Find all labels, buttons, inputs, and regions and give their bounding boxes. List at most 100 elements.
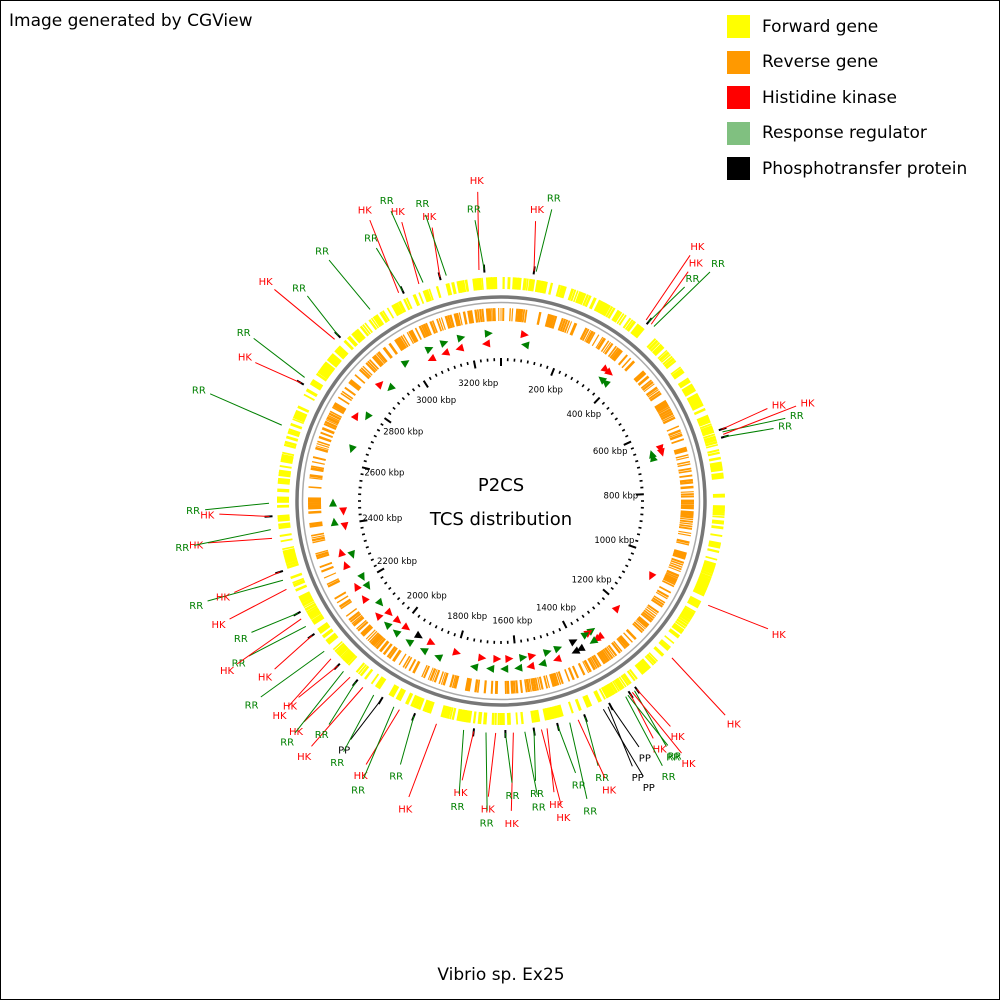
feature-label: RR <box>480 819 494 830</box>
ruler-tick <box>622 430 625 432</box>
ruler-tick <box>398 402 400 404</box>
feature-label: HK <box>258 672 273 683</box>
reverse-gene <box>521 309 522 322</box>
feature-label: PP <box>639 753 651 764</box>
feature-label: RR <box>532 803 546 814</box>
feature-leader-line <box>534 221 536 271</box>
ruler-label: 2800 kbp <box>383 427 423 437</box>
ruler-tick <box>527 638 528 641</box>
feature-label: RR <box>595 773 609 784</box>
legend-item-phosphotransfer-protein: Phosphotransfer protein <box>727 151 967 187</box>
reverse-gene <box>308 512 321 513</box>
ruler-label: 1000 kbp <box>594 536 634 546</box>
forward-gene <box>474 279 475 291</box>
reverse-gene <box>321 567 333 572</box>
ruler-tick <box>611 588 613 590</box>
feature-leader-line <box>547 728 554 792</box>
ruler-label: 2600 kbp <box>364 469 404 479</box>
feature-label: HK <box>297 752 312 763</box>
reverse-gene <box>680 482 693 483</box>
ruler-tick <box>474 361 476 369</box>
forward-gene <box>487 277 488 289</box>
ruler-tick <box>577 381 579 384</box>
rr-marker <box>347 550 355 559</box>
ruler-tick <box>593 393 595 395</box>
forward-gene <box>461 281 463 293</box>
forward-gene <box>549 283 552 295</box>
legend-label: Forward gene <box>762 17 878 37</box>
forward-gene <box>296 586 307 591</box>
reverse-gene <box>475 679 477 692</box>
ruler-tick <box>571 377 573 380</box>
reverse-gene <box>435 670 439 682</box>
ruler-tick <box>559 371 560 374</box>
forward-gene-track <box>277 277 725 725</box>
hk-marker <box>452 648 461 656</box>
feature-label: RR <box>572 781 586 792</box>
feature-leader-line <box>351 700 382 740</box>
feature-leader-line <box>304 677 350 722</box>
feature-label: HK <box>549 800 564 811</box>
forward-gene <box>298 407 309 412</box>
ruler-tick <box>430 377 432 380</box>
forward-gene <box>514 277 515 289</box>
rr-marker <box>602 380 611 388</box>
feature-label: HK <box>189 541 204 552</box>
reverse-gene <box>492 308 493 321</box>
hk-marker <box>343 561 350 570</box>
feature-label: RR <box>790 411 804 422</box>
ruler-tick <box>361 474 364 475</box>
reverse-gene <box>492 681 493 694</box>
forward-gene <box>277 490 289 491</box>
reverse-gene <box>681 492 694 493</box>
ruler-tick <box>603 589 609 594</box>
reverse-gene <box>320 563 332 567</box>
ruler-tick <box>413 607 418 613</box>
ruler-tick <box>381 424 384 426</box>
feature-leader-line <box>558 726 576 773</box>
ruler-tick <box>551 368 554 375</box>
ruler-tick <box>435 374 436 377</box>
feature-leader-line <box>649 287 685 322</box>
rr-marker <box>424 347 433 354</box>
forward-gene <box>711 469 723 471</box>
rr-marker <box>365 411 373 420</box>
histidine-kinase-swatch <box>727 86 750 109</box>
forward-gene <box>291 424 302 428</box>
ruler-tick <box>467 362 468 365</box>
reverse-gene <box>680 523 693 525</box>
forward-gene <box>447 284 450 296</box>
ruler-tick <box>527 361 528 364</box>
hk-marker <box>528 653 537 661</box>
feature-leader-line <box>254 338 305 377</box>
legend-item-response-regulator: Response regulator <box>727 116 967 152</box>
ruler-tick <box>635 540 638 541</box>
forward-gene <box>485 712 486 724</box>
ruler-tick <box>582 385 584 387</box>
reverse-gene <box>321 433 333 438</box>
reverse-gene <box>525 310 527 323</box>
forward-gene <box>532 279 534 291</box>
forward-gene-swatch <box>727 15 750 38</box>
feature-label: RR <box>389 772 403 783</box>
ruler-label: 800 kbp <box>604 491 639 501</box>
ruler-label: 200 kbp <box>528 386 563 396</box>
feature-label: RR <box>711 259 725 270</box>
ruler-tick <box>638 527 641 528</box>
forward-gene <box>710 534 722 536</box>
reverse-gene <box>475 310 477 323</box>
feature-leader-line <box>534 731 536 781</box>
feature-label: RR <box>186 506 200 517</box>
reverse-gene <box>680 516 693 517</box>
feature-label: HK <box>671 732 686 743</box>
feature-label: HK <box>289 727 304 738</box>
ruler-tick <box>385 418 392 423</box>
pp-marker <box>569 639 578 646</box>
ruler-tick <box>563 621 567 628</box>
forward-gene <box>482 278 483 290</box>
legend: Forward gene Reverse gene Histidine kina… <box>727 9 967 187</box>
rr-marker <box>393 630 402 638</box>
ruler-tick <box>413 389 415 391</box>
forward-gene <box>278 482 290 483</box>
reverse-gene <box>518 309 519 322</box>
